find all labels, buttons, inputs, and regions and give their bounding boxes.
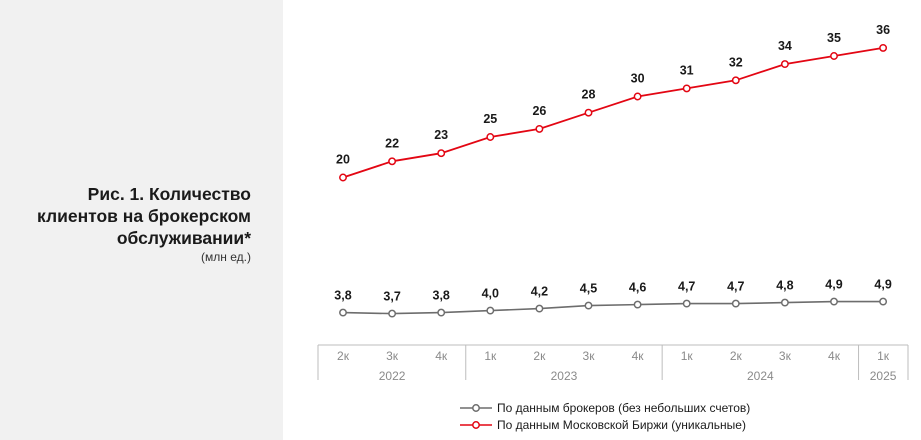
data-point: [682, 299, 691, 308]
data-label: 35: [827, 31, 841, 45]
x-tick-label: 2к: [337, 349, 350, 363]
data-point: [633, 300, 642, 309]
data-label: 25: [483, 112, 497, 126]
x-tick-label: 3к: [779, 349, 792, 363]
legend-label: По данным брокеров (без небольших счетов…: [497, 401, 750, 415]
data-label: 23: [434, 128, 448, 142]
x-tick-label: 2к: [730, 349, 743, 363]
data-label: 4,8: [776, 279, 793, 293]
data-label: 22: [385, 136, 399, 150]
data-label: 4,0: [482, 287, 499, 301]
data-point: [339, 308, 347, 317]
data-point: [437, 308, 446, 317]
data-label: 31: [680, 63, 694, 77]
data-label: 3,8: [334, 289, 351, 303]
chart-title: Рис. 1. Количество клиентов на брокерско…: [37, 184, 251, 248]
series-exchange: 20 22 23 25 26 28 30 31 32 34 35 36: [336, 23, 890, 182]
data-label: 4,6: [629, 281, 646, 295]
data-label: 30: [631, 72, 645, 86]
data-label: 34: [778, 39, 792, 53]
series-line: [342, 300, 884, 315]
x-tick-label: 4к: [632, 349, 645, 363]
year-label: 2023: [551, 369, 578, 383]
data-point: [731, 299, 740, 308]
data-point: [682, 84, 691, 93]
x-tick-label: 2к: [533, 349, 546, 363]
data-point: [879, 297, 888, 306]
data-point: [437, 149, 446, 158]
x-tick-label: 3к: [386, 349, 399, 363]
data-label: 4,2: [531, 285, 548, 299]
x-tick-label: 4к: [828, 349, 841, 363]
data-point: [830, 52, 838, 60]
series-layer: 3,8 3,7 3,8 4,0 4,2 4,5 4,6 4,7 4,7 4,8 4,9 4,9 20 22…: [334, 23, 892, 318]
data-point: [780, 60, 789, 69]
data-point: [339, 173, 347, 182]
year-label: 2022: [379, 369, 406, 383]
data-label: 4,7: [678, 280, 695, 294]
data-point: [486, 133, 495, 141]
data-point: [535, 304, 544, 313]
data-point: [879, 43, 888, 52]
data-label: 4,5: [580, 282, 597, 296]
legend-swatch-marker: [472, 421, 480, 429]
data-label: 32: [729, 55, 743, 69]
data-point: [584, 108, 593, 117]
series-brokers: 3,8 3,7 3,8 4,0 4,2 4,5 4,6 4,7 4,7 4,8 4,9 4,9: [334, 278, 892, 318]
data-point: [780, 298, 789, 307]
data-label: 3,8: [433, 289, 450, 303]
data-label: 36: [876, 23, 890, 37]
chart-caption: Рис. 1. Количество клиентов на брокерско…: [11, 183, 251, 264]
data-point: [535, 124, 544, 133]
legend-swatch-marker: [472, 404, 480, 412]
data-label: 3,7: [383, 290, 400, 304]
data-label: 26: [532, 104, 546, 118]
legend-item: По данным брокеров (без небольших счетов…: [460, 401, 750, 415]
chart-unit: (млн ед.): [201, 250, 251, 264]
data-point: [388, 157, 397, 166]
legend: По данным брокеров (без небольших счетов…: [460, 401, 750, 432]
data-point: [486, 306, 495, 315]
x-axis: 2к 3к 4к 1к 2к 3к 4к 1к 2к 3к 4к 1к 2022 2023 2024 2025: [317, 344, 909, 383]
year-label: 2024: [747, 369, 774, 383]
x-tick-label: 4к: [435, 349, 448, 363]
data-label: 4,7: [727, 280, 744, 294]
data-label: 4,9: [874, 278, 891, 292]
caption-panel: Рис. 1. Количество клиентов на брокерско…: [0, 0, 283, 440]
x-tick-label: 1к: [877, 349, 890, 363]
data-point: [388, 309, 397, 318]
x-tick-label: 3к: [583, 349, 596, 363]
data-label: 28: [582, 88, 596, 102]
legend-item: По данным Московской Биржи (уникальные): [460, 418, 746, 432]
data-label: 20: [336, 153, 350, 167]
data-point: [830, 297, 838, 306]
data-label: 4,9: [825, 278, 842, 292]
x-tick-label: 1к: [484, 349, 497, 363]
x-tick-label: 1к: [681, 349, 694, 363]
data-point: [584, 301, 593, 310]
data-point: [731, 76, 740, 85]
year-label: 2025: [870, 369, 897, 383]
data-point: [633, 92, 642, 101]
legend-label: По данным Московской Биржи (уникальные): [497, 418, 746, 432]
series-line: [342, 47, 884, 179]
